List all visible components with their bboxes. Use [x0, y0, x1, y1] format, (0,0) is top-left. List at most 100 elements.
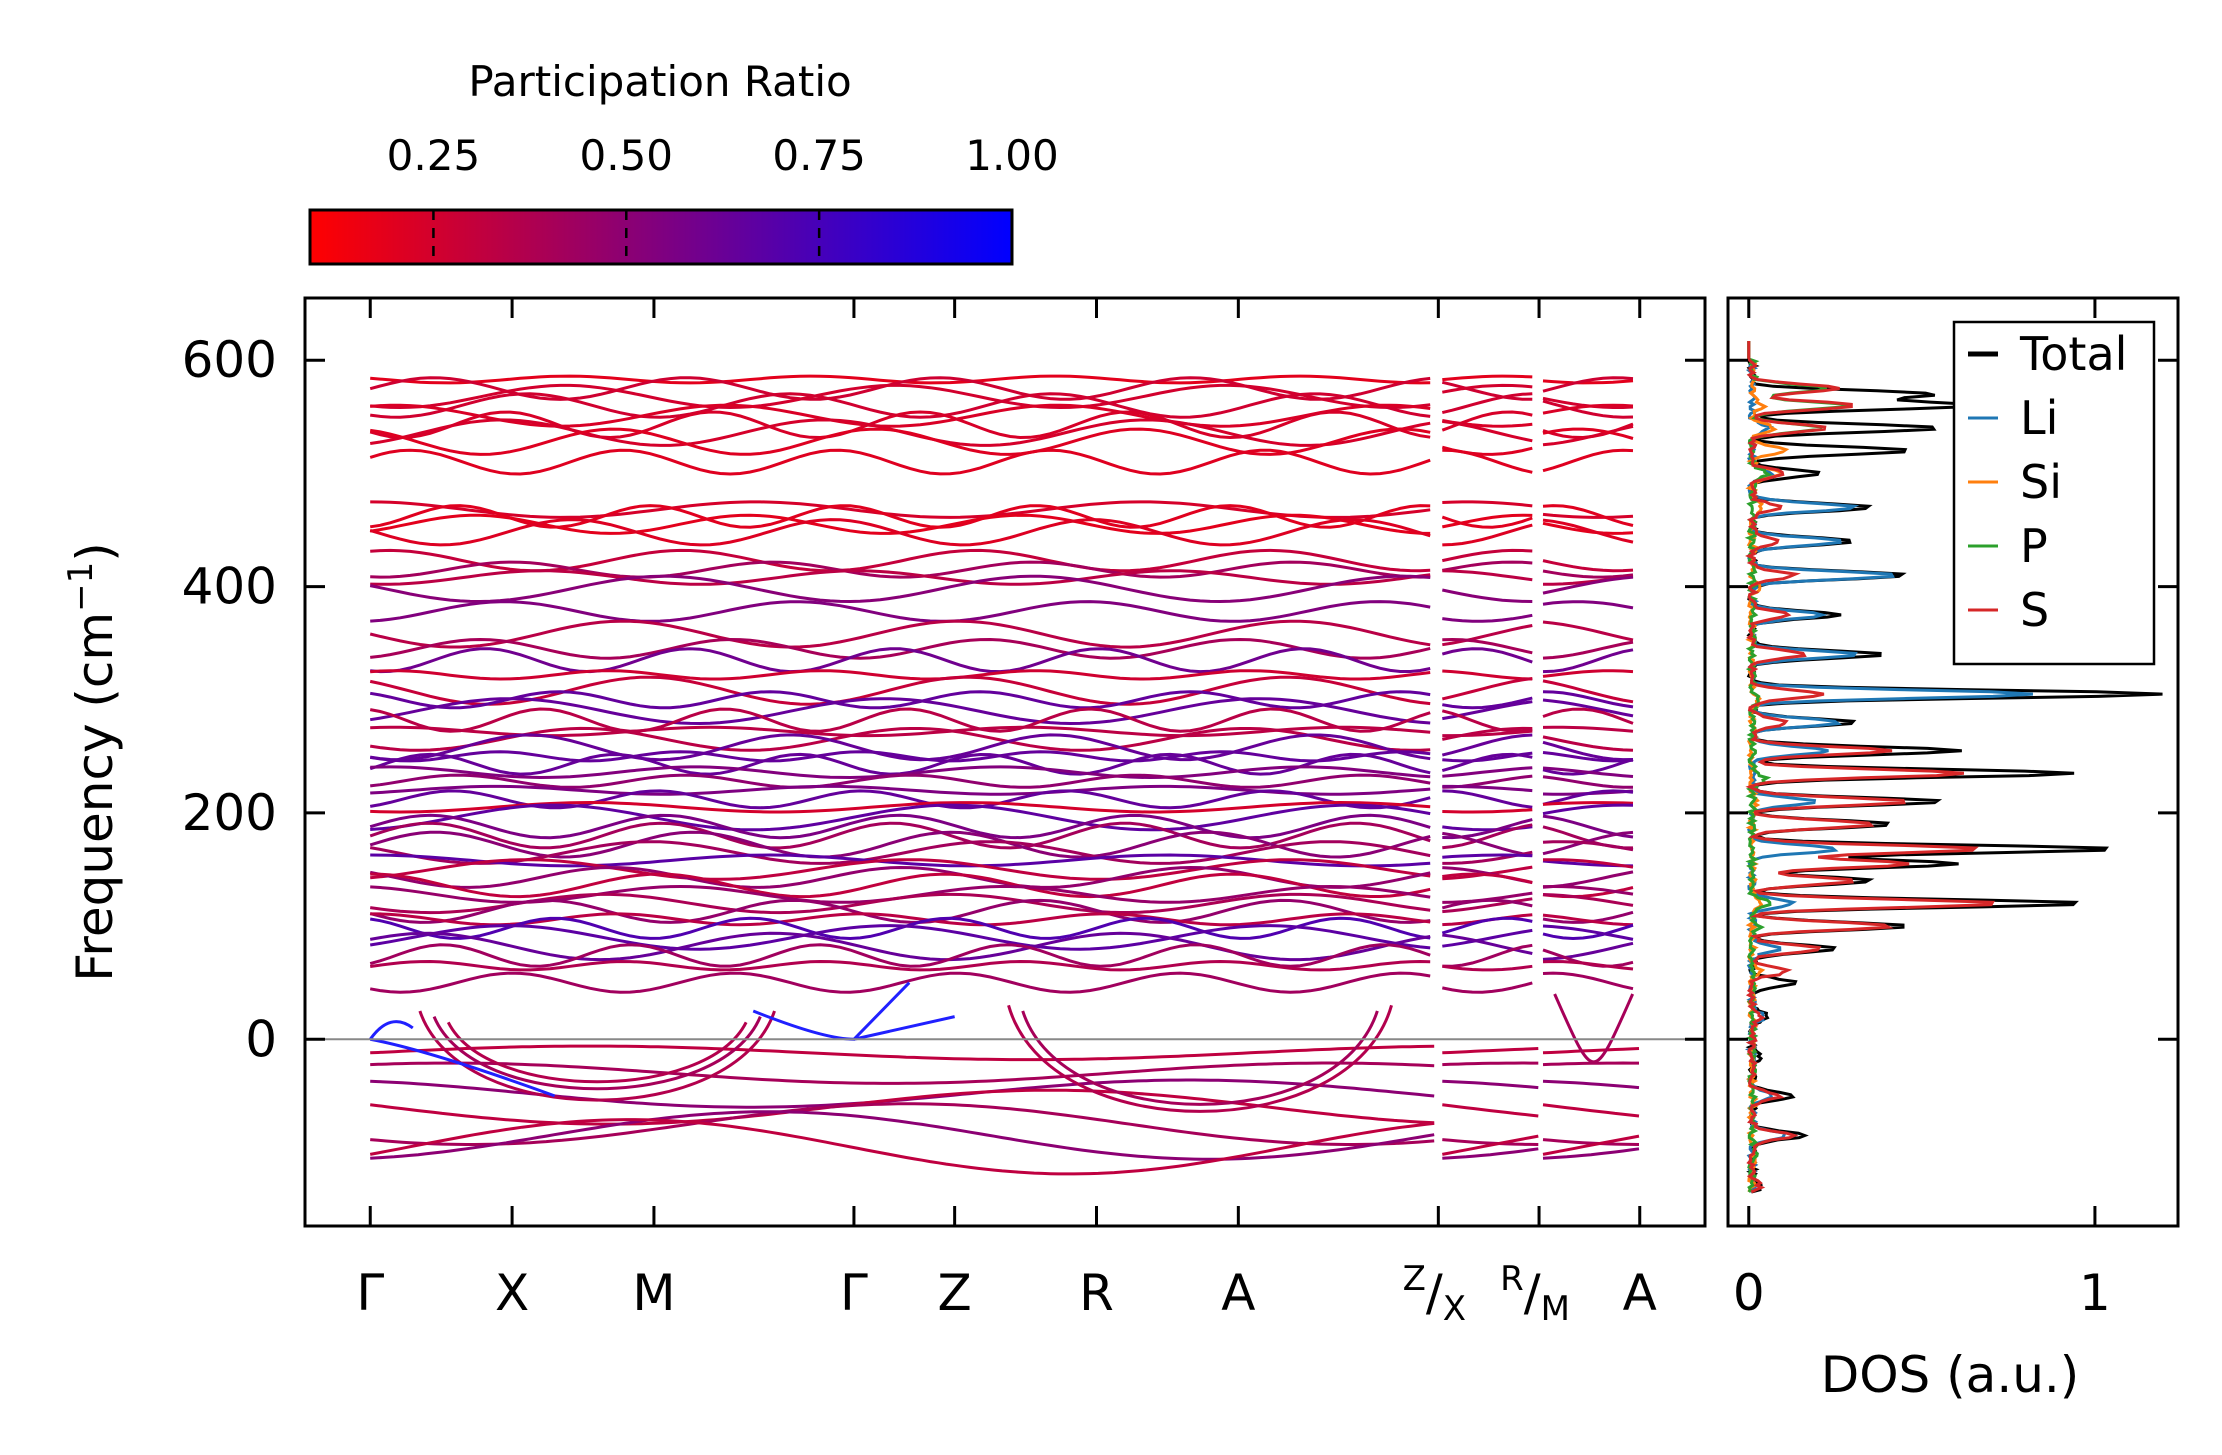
phonon-band: [1442, 897, 1533, 914]
phonon-band: [1007, 1004, 1393, 1113]
legend-label-si: Si: [2020, 455, 2062, 509]
k-point-label: Z/X: [1403, 1259, 1466, 1329]
phonon-band: [1442, 853, 1533, 859]
phonon-band: [1442, 624, 1533, 647]
phonon-band: [1542, 766, 1634, 778]
phonon-band: [1442, 1061, 1539, 1067]
phonon-band: [1542, 600, 1634, 610]
phonon-band: [1542, 959, 1634, 971]
phonon-band: [1441, 410, 1533, 432]
phonon-band: [1542, 858, 1634, 869]
phonon-band: [1542, 620, 1634, 642]
phonon-band: [1542, 735, 1634, 752]
phonon-band: [370, 773, 1431, 789]
phonon-band: [1542, 427, 1634, 440]
phonon-band: [1542, 1061, 1639, 1067]
phonon-band: [1542, 789, 1634, 806]
band-ticks: 0 200 400 600 Γ X M Γ Z R A Z/X R/M A: [182, 298, 1705, 1329]
phonon-band: [1442, 696, 1533, 710]
phonon-band: [1542, 971, 1634, 991]
phonon-band: [1442, 789, 1533, 809]
k-point-label: Γ: [356, 1264, 384, 1322]
phonon-band: [1542, 893, 1634, 907]
phonon-band: [369, 448, 1431, 476]
phonon-band: [369, 789, 1431, 810]
phonon-band: [370, 1061, 1435, 1085]
phonon-band: [1542, 1147, 1640, 1160]
phonon-band: [1542, 512, 1634, 519]
phonon-band: [369, 1037, 556, 1098]
dos-x-tick-label: 0: [1733, 1264, 1765, 1322]
phonon-band: [1542, 379, 1634, 385]
k-point-label: Γ: [840, 1264, 868, 1322]
dos-x-axis-title: DOS (a.u.): [1821, 1346, 2080, 1404]
phonon-band: [1441, 380, 1533, 401]
phonon-band: [1442, 933, 1533, 955]
phonon-band: [370, 1102, 1435, 1146]
phonon-band: [1542, 669, 1634, 678]
phonon-band: [1542, 1138, 1640, 1146]
phonon-band: [1542, 504, 1634, 527]
y-axis-title: Frequency (cm−1): [61, 542, 124, 982]
phonon-band: [1442, 374, 1533, 382]
phonon-band: [1441, 898, 1533, 910]
phonon-band: [369, 410, 1431, 440]
k-point-label: Z: [938, 1264, 972, 1322]
phonon-band: [369, 518, 1431, 547]
band-axes-frame: [303, 296, 1707, 1228]
phonon-band: [1442, 784, 1533, 793]
phonon-band: [1542, 698, 1634, 718]
phonon-band: [370, 383, 1431, 410]
phonon-band: [370, 637, 1431, 660]
phonon-band: [446, 1021, 748, 1084]
phonon-band: [1441, 733, 1533, 757]
phonon-band: [1442, 1047, 1539, 1055]
phonon-band: [1442, 808, 1533, 814]
phonon-band: [1441, 588, 1533, 603]
band-structure-panel: 0 200 400 600 Γ X M Γ Z R A Z/X R/M A Frequency (cm−1…: [61, 296, 1707, 1329]
y-tick-label: 600: [182, 331, 277, 389]
phonon-band: [1542, 751, 1634, 763]
phonon-band: [1542, 830, 1634, 856]
phonon-band: [1441, 647, 1533, 664]
phonon-band: [1542, 679, 1634, 704]
phonon-band: [1542, 707, 1634, 725]
phonon-band: [1542, 840, 1634, 852]
phonon-band: [1441, 726, 1533, 741]
colorbar-title: Participation Ratio: [468, 57, 851, 106]
y-tick-label: 200: [182, 784, 277, 842]
dos-x-tick-label: 1: [2079, 1264, 2111, 1322]
phonon-band: [1442, 1103, 1539, 1118]
phonon-band: [370, 853, 1431, 868]
phonon-band: [1442, 383, 1533, 394]
phonon-band: [370, 500, 1431, 519]
phonon-band: [369, 733, 1431, 762]
phonon-band: [1542, 775, 1634, 789]
phonon-band: [1542, 1079, 1640, 1090]
phonon-band: [1542, 448, 1634, 473]
phonon-band: [1441, 515, 1533, 529]
phonon-band: [1442, 964, 1533, 972]
phonon-band: [1442, 523, 1533, 547]
k-point-label: X: [495, 1264, 529, 1322]
phonon-band: [853, 1015, 955, 1041]
band-lines: [369, 374, 1640, 1176]
phonon-band: [1442, 613, 1533, 623]
phonon-band: [1542, 924, 1634, 941]
phonon-band: [1542, 801, 1634, 806]
phonon-band: [369, 971, 1431, 994]
phonon-band: [370, 1110, 1435, 1161]
phonon-band: [1542, 559, 1634, 573]
k-point-label: R/M: [1500, 1259, 1570, 1329]
phonon-band: [1542, 399, 1634, 419]
colorbar-tick-label: 0.75: [772, 131, 866, 180]
phonon-band: [369, 750, 1431, 763]
phonon-band: [1442, 831, 1533, 857]
phonon-band: [1442, 500, 1533, 508]
phonon-band: [1442, 560, 1533, 572]
phonon-band: [1542, 1103, 1640, 1118]
dos-axes-frame: [1726, 296, 2180, 1228]
phonon-band: [1442, 766, 1533, 778]
